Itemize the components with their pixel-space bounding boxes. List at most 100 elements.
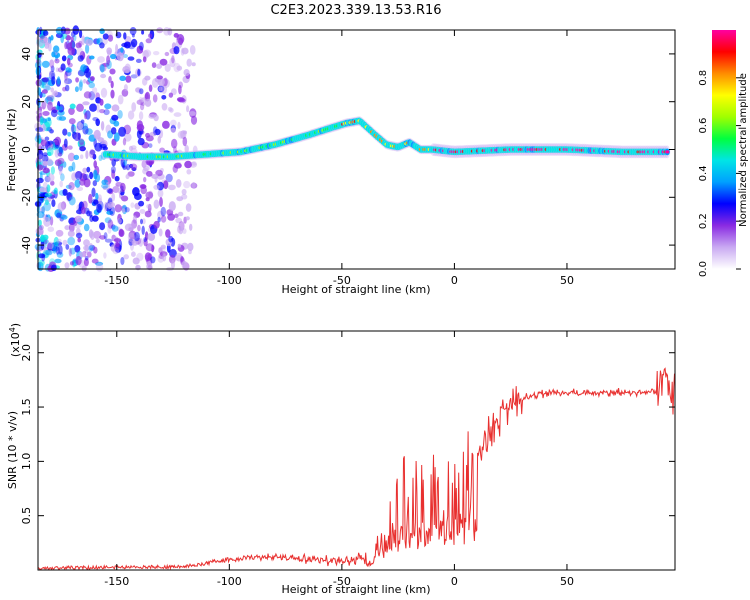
spectrogram-noise-cell [186, 105, 190, 113]
spectrogram-ylabel: Frequency (Hz) [5, 109, 18, 192]
spectrogram-noise-cell [73, 34, 77, 42]
spectrogram-noise-cell [142, 56, 147, 63]
spectrogram-noise-cell [173, 112, 182, 117]
spectrogram-noise-cell [94, 142, 103, 152]
spectrogram-noise-cell [51, 199, 56, 208]
spectrogram-noise-cell [114, 238, 121, 243]
spectrogram-noise-cell [153, 220, 160, 229]
snr-frame [37, 330, 676, 571]
spectrogram-noise-cell [144, 98, 152, 107]
spectrogram-noise-cell [139, 41, 144, 51]
spectrogram-noise-cell [105, 181, 111, 190]
spectrogram-noise-cell [184, 160, 193, 169]
spectrogram-noise-cell [95, 262, 104, 272]
spectrogram-noise-cell [189, 45, 196, 55]
spectrogram-noise-cell [117, 110, 123, 119]
snr-ytick-label: 0.5 [20, 507, 33, 525]
spectrogram-noise-cell [151, 78, 159, 88]
spectrogram-noise-cell [93, 160, 97, 169]
spectrogram-noise-cell [170, 260, 176, 269]
spectrogram-noise-cell [164, 63, 171, 72]
spectrogram-noise-cell [45, 249, 53, 256]
spectrogram-noise-cell [131, 102, 137, 112]
spectrogram-noise-cell [140, 186, 147, 195]
spectrogram-noise-cell [106, 55, 111, 65]
spectrogram-noise-cell [178, 81, 183, 89]
spectrogram-noise-cell [132, 257, 140, 265]
spectrogram-noise-cell [102, 33, 109, 40]
spectrogram-noise-cell [144, 252, 152, 262]
spectrogram-noise-cell [78, 81, 83, 92]
snr-xtick-label: -50 [333, 575, 351, 588]
colorbar-tick-label: 0.4 [698, 165, 709, 181]
spectrogram-noise-cell [107, 201, 116, 208]
spectrogram-noise-cell [115, 43, 119, 53]
spectrogram-noise-cell [54, 258, 62, 264]
spectrogram-noise-cell [75, 255, 82, 266]
spectrogram-noise-cell [88, 245, 94, 252]
spectrogram-noise-cell [153, 114, 159, 122]
spectrogram-noise-cell [131, 240, 138, 246]
spectrogram-noise-cell [138, 111, 144, 121]
spectrogram-noise-cell [40, 234, 45, 243]
spectrogram-noise-cell [46, 127, 52, 132]
spectrogram-noise-cell [125, 174, 130, 180]
spectrogram-noise-cell [168, 235, 174, 243]
spectrogram-noise-cell [64, 78, 73, 85]
spectrogram-noise-cell [44, 199, 49, 206]
spectrogram-noise-cell [83, 91, 92, 99]
spectrogram-noise-cell [99, 235, 106, 240]
spectrogram-noise-cell [38, 219, 42, 227]
spectrogram-noise-cell [74, 179, 81, 188]
spectrogram-noise-cell [50, 109, 58, 118]
spectrogram-noise-cell [53, 236, 59, 247]
snr-ytick-label: 1.5 [20, 398, 33, 416]
spectrogram-noise-cell [81, 35, 85, 46]
spectrogram-noise-cell [96, 203, 102, 213]
spectrogram-noise-cell [43, 201, 51, 212]
snr-xtick-label: 0 [451, 575, 458, 588]
spectrogram-noise-cell [156, 63, 163, 69]
spectrogram-noise-cell [114, 184, 119, 189]
spectrogram-noise-cell [65, 244, 70, 250]
spectrogram-noise-cell [148, 245, 153, 251]
spectrogram-noise-cell [152, 94, 158, 103]
spectrogram-noise-cell [157, 216, 161, 223]
colorbar-gradient [712, 30, 736, 269]
spectrogram-noise-cell [65, 184, 72, 189]
spectrogram-noise-cell [74, 245, 81, 253]
spectrogram-noise-cell [66, 42, 75, 51]
spectrogram-noise-cell [138, 238, 144, 247]
spectrogram-ytick-label: -40 [20, 236, 33, 254]
spectrogram-noise-cell [96, 103, 100, 113]
spectrogram-noise-cell [37, 253, 46, 259]
spectrogram-xtick-label: 0 [451, 274, 458, 287]
spectrogram-noise-cell [186, 169, 192, 175]
spectrogram-noise-cell [66, 57, 71, 66]
spectrogram-noise-cell [46, 184, 51, 193]
spectrogram-xtick-label: 50 [560, 274, 574, 287]
spectrogram-noise-cell [43, 99, 48, 108]
spectrogram-noise-cell [40, 139, 47, 147]
spectrogram-noise-cell [171, 138, 178, 149]
spectrogram-noise-cell [83, 239, 90, 247]
colorbar: 0.0 0.2 0.4 0.6 0.8 Normalized spectral ampl… [698, 30, 749, 277]
spectrogram-noise-cell [181, 260, 188, 270]
spectrogram-noise-cell [56, 106, 63, 111]
spectrogram-noise-cell [53, 187, 58, 195]
spectrogram-noise-cell [97, 56, 105, 63]
spectrogram-noise-cell [124, 223, 133, 232]
spectrogram-noise-cell [123, 157, 128, 167]
spectrogram-noise-cell [140, 101, 146, 106]
snr-xtick-label: -100 [217, 575, 242, 588]
spectrogram-noise-cell [142, 77, 148, 86]
spectrogram-noise-cell [83, 223, 90, 232]
snr-xlabel: Height of straight line (km) [281, 583, 430, 596]
spectrogram-noise-cell [190, 115, 198, 125]
spectrogram-noise-cell [67, 132, 72, 137]
spectrogram-noise-cell [84, 112, 88, 120]
spectrogram-noise-cell [68, 182, 75, 191]
spectrogram-noise-cell [157, 135, 162, 144]
spectrogram-noise-cell [78, 40, 83, 48]
spectrogram-noise-cell [51, 264, 57, 272]
